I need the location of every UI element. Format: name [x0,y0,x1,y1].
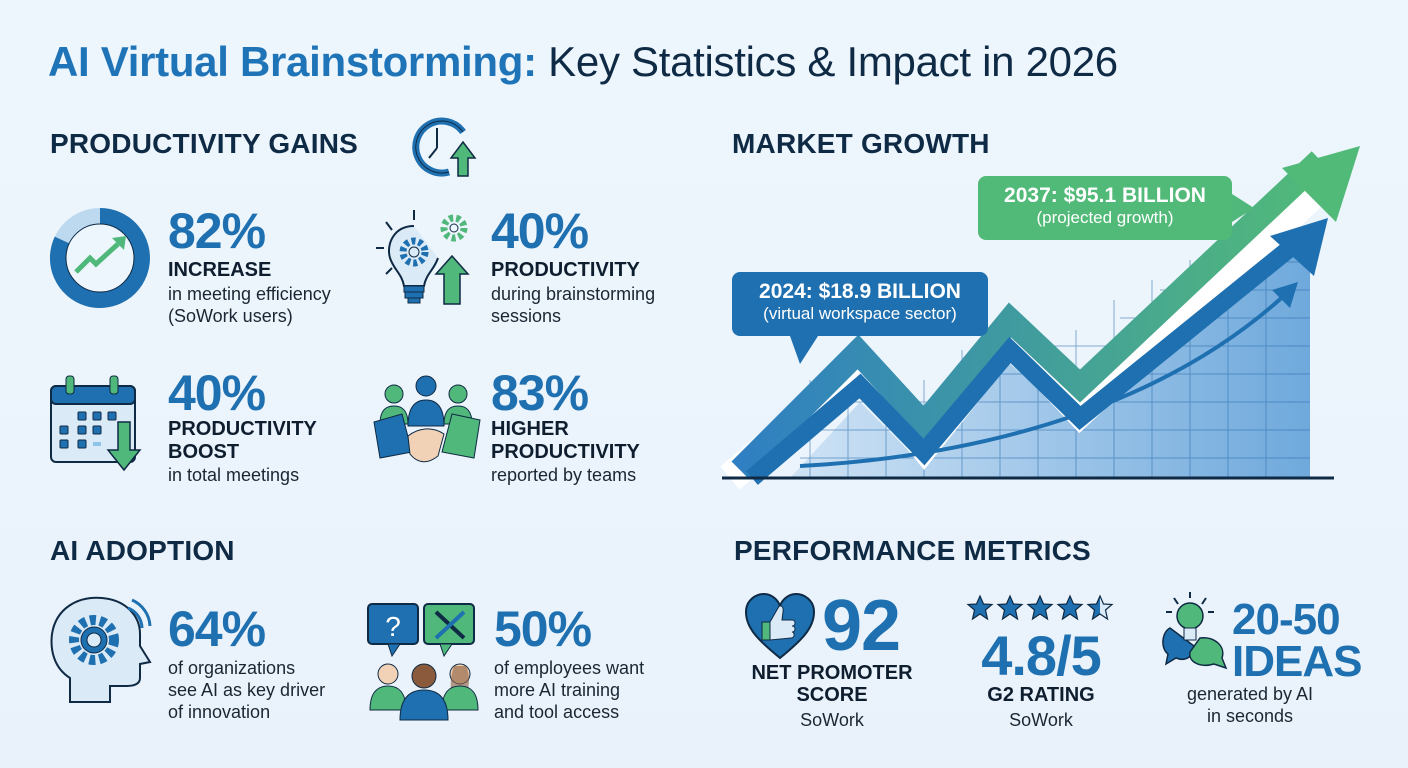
stat-label-boost: BOOST [168,441,240,463]
nps-label: NET PROMOTER [751,662,913,684]
stat-label-higher: HIGHER [491,418,569,440]
title-rest: Key Statistics & Impact in 2026 [548,38,1118,85]
stat-desc: and tool access [494,702,620,722]
productivity-heading: PRODUCTIVITY GAINS [50,128,359,159]
clock-up-arrow-icon [412,117,477,177]
calendar-down-arrow-icon [50,375,142,472]
heart-thumbs-up-icon [744,592,816,660]
ideas-desc: generated by AI [1186,684,1314,704]
callout-2037: 2037: $95.1 BILLION (projected growth) [978,176,1232,240]
callout-2024-value: 2024: $18.9 BILLION [759,280,961,303]
stat-desc: of organizations [168,658,296,678]
g2-rating-value: 4.8/5 [981,624,1102,687]
stat-desc: in meeting efficiency [168,284,331,304]
lightbulb-chat-icon [1162,592,1228,670]
stat-desc: see AI as key driver [168,680,326,700]
stat-label-increase: INCREASE [168,259,272,281]
stat-value-40-brainstorm: 40% [491,203,589,259]
nps-value: 92 [822,586,901,666]
svg-text:?: ? [385,611,401,642]
stat-desc: during brainstorming [491,284,656,304]
lightbulb-gears-icon [376,210,470,305]
donut-trend-icon [50,208,150,308]
stat-desc: in total meetings [168,465,300,485]
page-title: AI Virtual Brainstorming: Key Statistics… [48,38,1118,86]
ideas-desc-2: in seconds [1206,706,1294,726]
adoption-heading: AI ADOPTION [50,535,235,566]
team-handshake-icon [373,375,481,463]
ideas-label: IDEAS [1232,637,1362,686]
stat-value-83: 83% [491,365,589,421]
stat-desc: (SoWork users) [168,306,293,326]
head-gear-icon [50,596,152,703]
nps-label-2: SCORE [796,684,868,706]
market-heading: MARKET GROWTH [732,128,990,159]
performance-heading: PERFORMANCE METRICS [734,535,1091,566]
stat-value-64: 64% [168,601,266,657]
stat-desc: of innovation [168,702,271,722]
g2-rating-source: SoWork [1009,710,1073,730]
ideas-range-value: 20-50 [1232,595,1341,644]
people-question-tools-icon: ? [367,603,479,721]
callout-2024: 2024: $18.9 BILLION (virtual workspace s… [732,272,988,336]
g2-rating-label: G2 RATING [987,684,1095,706]
callout-2037-value: 2037: $95.1 BILLION [1004,184,1206,207]
stat-desc: more AI training [494,680,621,700]
nps-source: SoWork [800,710,864,730]
stat-label-productivity: PRODUCTIVITY [491,259,640,281]
market-growth-chart [720,146,1360,490]
stat-desc: reported by teams [491,465,637,485]
title-highlight: AI Virtual Brainstorming: [48,38,537,85]
stat-desc: sessions [491,306,562,326]
stat-value-50: 50% [494,601,592,657]
callout-2037-desc: (projected growth) [1036,208,1174,227]
stat-value-82: 82% [168,203,266,259]
stat-value-40-boost: 40% [168,365,266,421]
callout-2024-desc: (virtual workspace sector) [763,304,957,323]
stars-rating-icon [966,594,1114,621]
stat-desc: of employees want [494,658,645,678]
stat-label-productivity: PRODUCTIVITY [491,441,640,463]
stat-label-productivity: PRODUCTIVITY [168,418,317,440]
